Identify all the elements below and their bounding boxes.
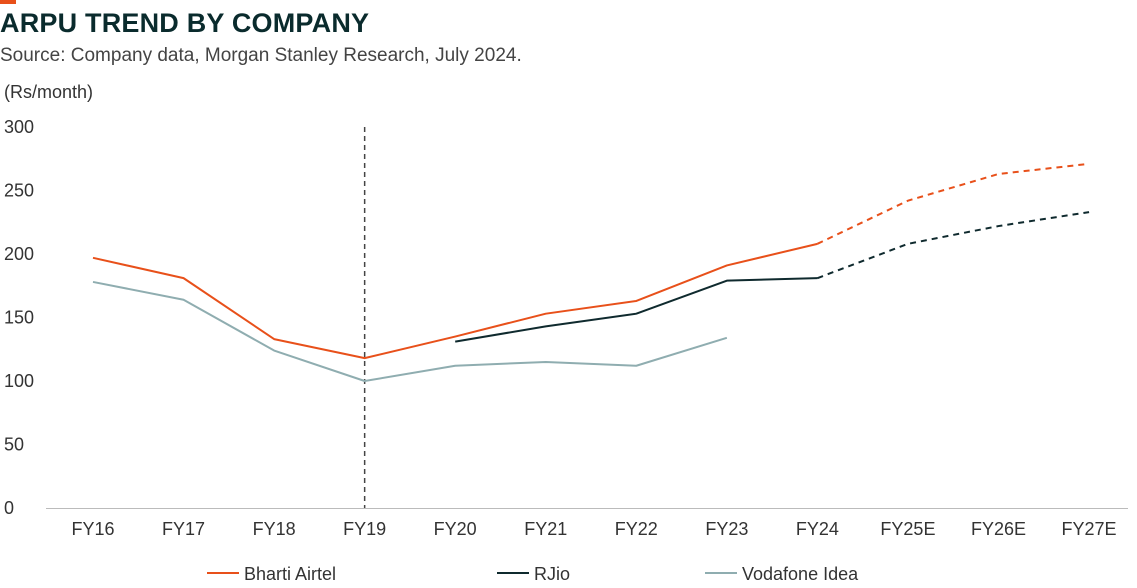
- x-tick-label: FY25E: [880, 519, 935, 539]
- y-tick-label: 50: [4, 435, 24, 455]
- y-axis-ticks: 0 50 100 150 200 250 300: [4, 117, 34, 518]
- x-axis-ticks: FY16 FY17 FY18 FY19 FY20 FY21 FY22 FY23 FY24 FY25…: [71, 519, 1116, 539]
- x-tick-label: FY23: [705, 519, 748, 539]
- x-tick-label: FY20: [434, 519, 477, 539]
- x-tick-label: FY18: [253, 519, 296, 539]
- legend-label: RJio: [534, 564, 570, 584]
- y-tick-label: 0: [4, 498, 14, 518]
- rjio-forecast-line: [817, 211, 1090, 280]
- x-tick-label: FY24: [796, 519, 839, 539]
- x-tick-label: FY19: [343, 519, 386, 539]
- legend-label: Bharti Airtel: [244, 564, 336, 584]
- y-tick-label: 300: [4, 117, 34, 137]
- legend: Bharti Airtel RJio Vodafone Idea: [207, 564, 859, 584]
- x-tick-label: FY16: [71, 519, 114, 539]
- bharti-airtel-forecast-line: [816, 162, 1090, 245]
- x-tick-label: FY22: [615, 519, 658, 539]
- y-tick-label: 250: [4, 181, 34, 201]
- x-tick-label: FY27E: [1062, 519, 1117, 539]
- chart-source: Source: Company data, Morgan Stanley Res…: [0, 45, 522, 66]
- x-tick-label: FY21: [524, 519, 567, 539]
- vodafone-idea-line: [92, 280, 728, 382]
- legend-label: Vodafone Idea: [742, 564, 859, 584]
- y-tick-label: 150: [4, 308, 34, 328]
- y-tick-label: 200: [4, 244, 34, 264]
- title-accent-bar: [0, 0, 16, 4]
- y-tick-label: 100: [4, 371, 34, 391]
- x-tick-label: FY17: [162, 519, 205, 539]
- y-axis-label: (Rs/month): [4, 82, 93, 102]
- chart-title: ARPU TREND BY COMPANY: [0, 8, 370, 38]
- series-lines: [92, 162, 1090, 382]
- rjio-line: [455, 277, 818, 343]
- x-tick-label: FY26E: [971, 519, 1026, 539]
